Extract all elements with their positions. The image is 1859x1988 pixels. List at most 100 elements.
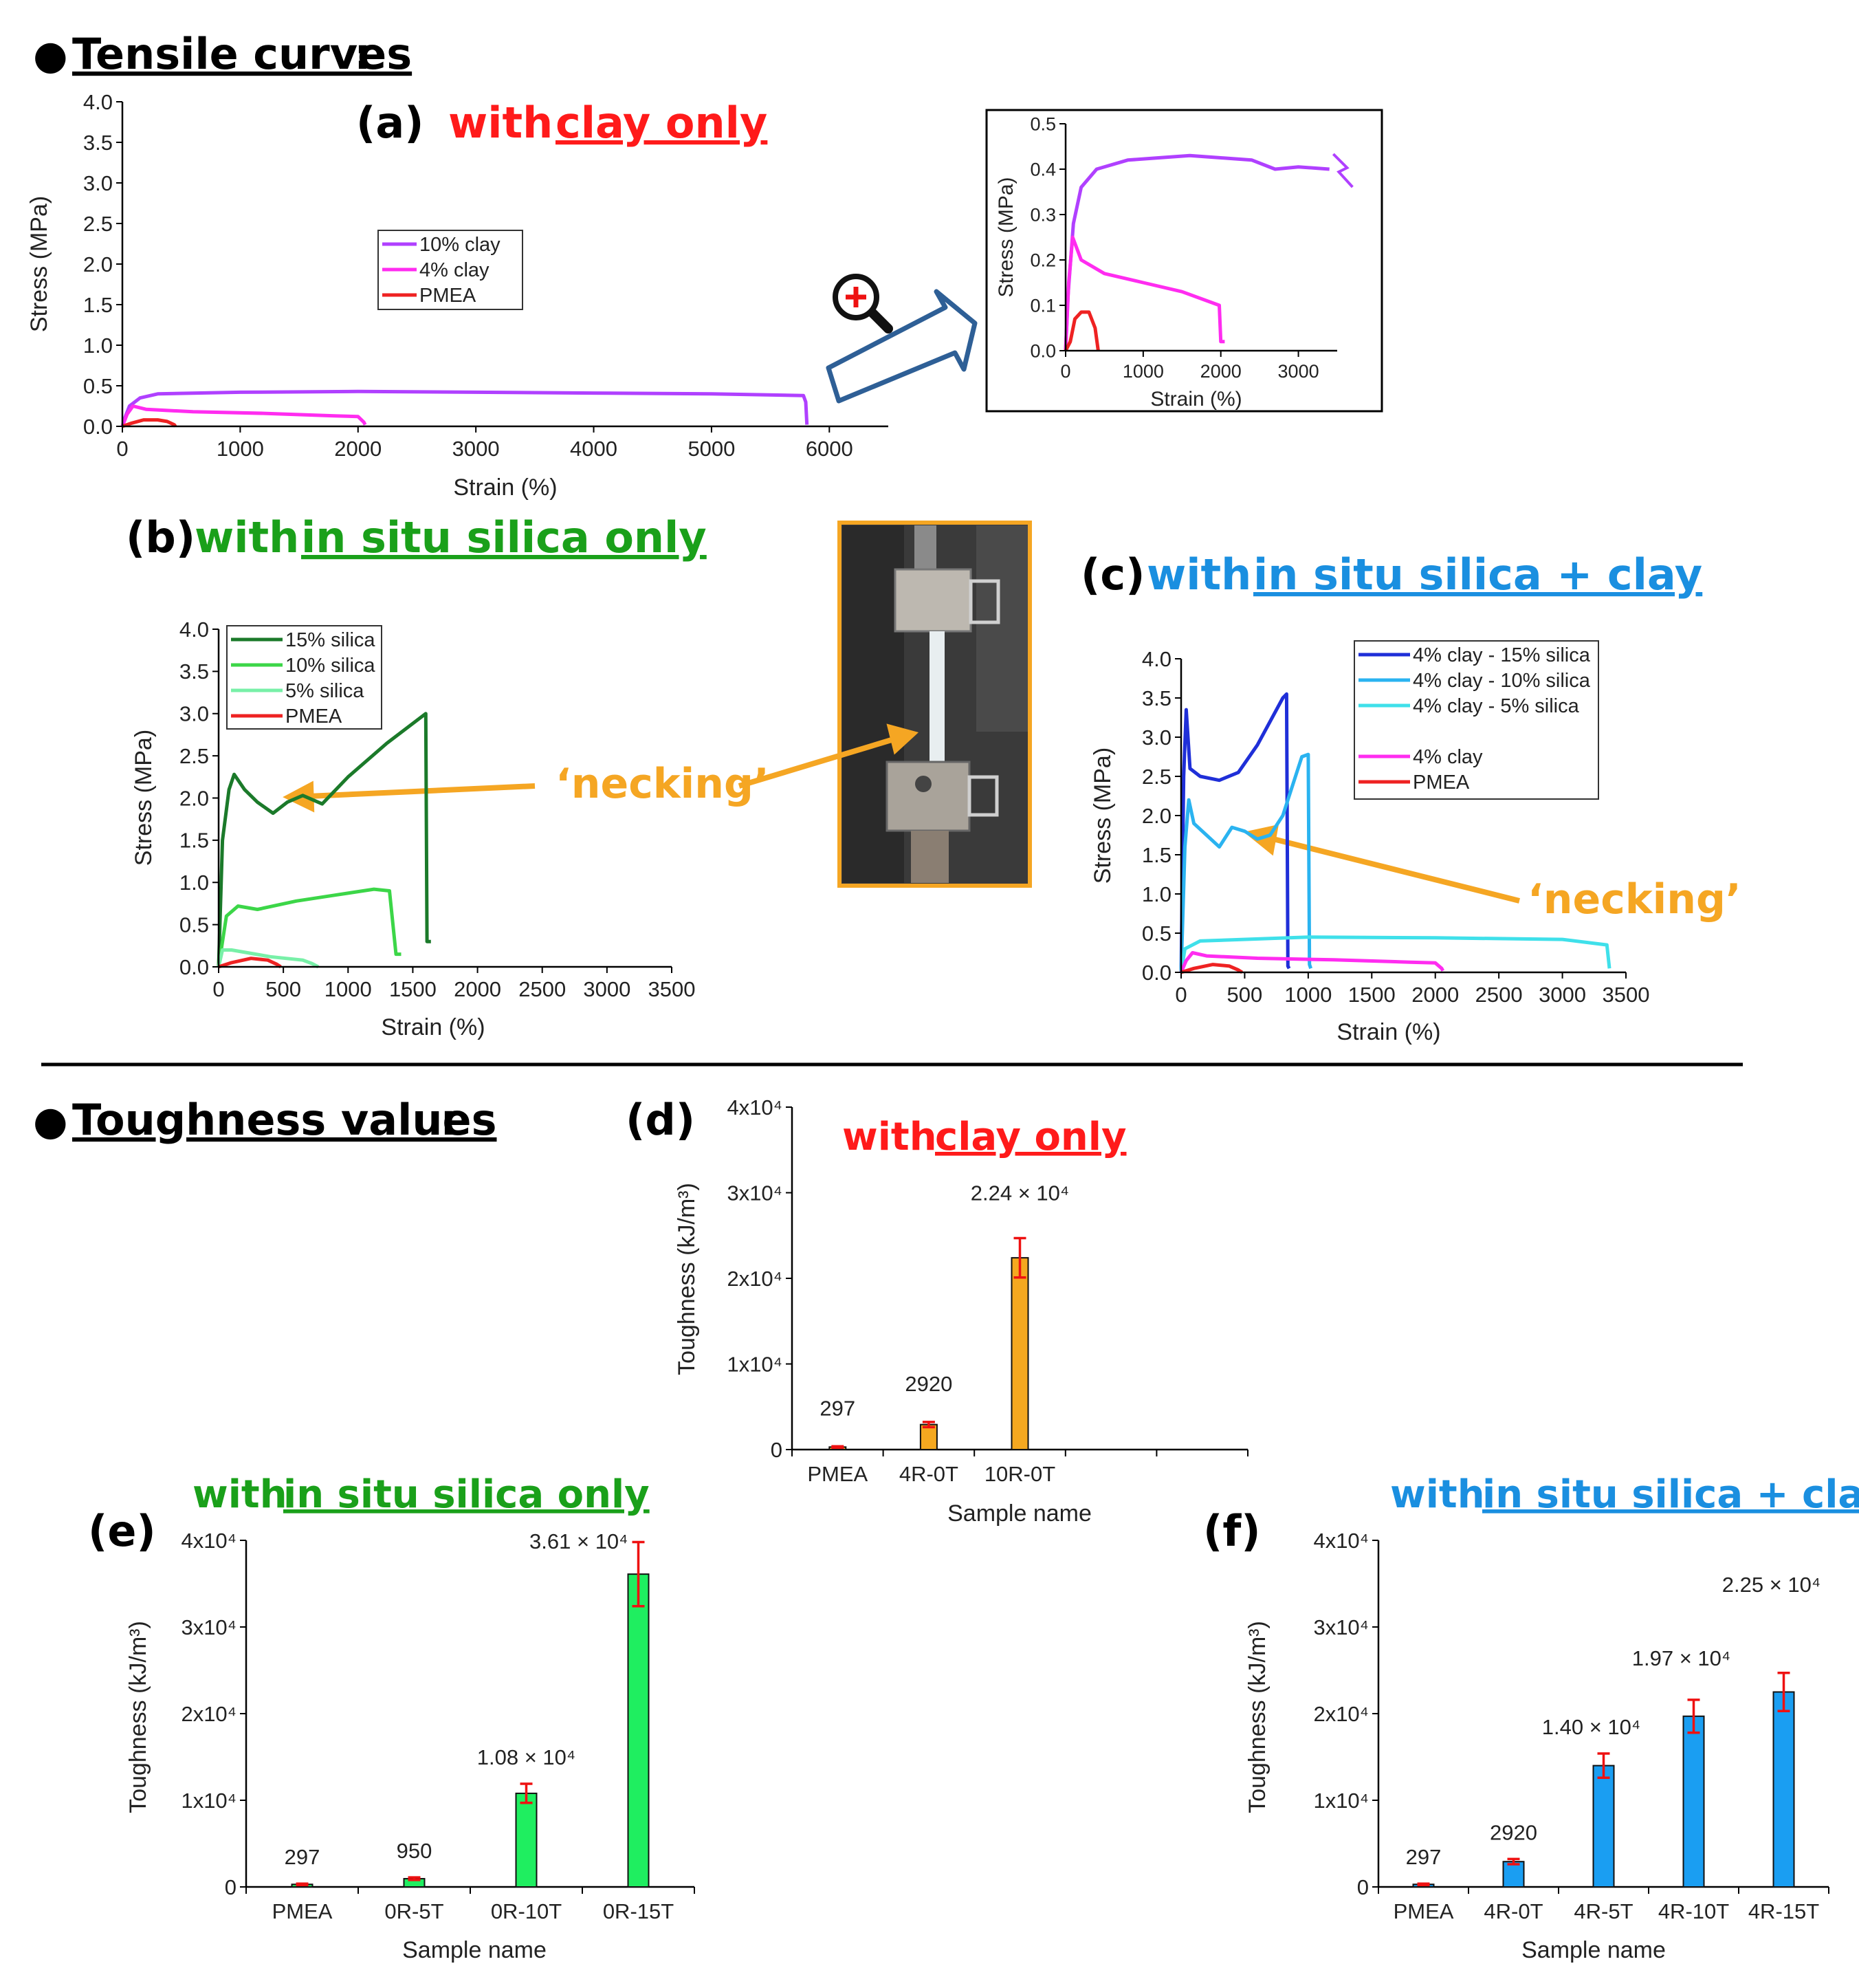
category-label: 4R-0T [1484, 1899, 1543, 1923]
x-tick-label: 1000 [1123, 361, 1164, 382]
legend-label: PMEA [285, 706, 342, 728]
x-tick-label: 500 [1227, 983, 1263, 1007]
y-tick-label: 1.5 [83, 293, 113, 317]
x-tick-label: 0 [1175, 983, 1187, 1007]
y-axis-label: Toughness (kJ/m³) [1244, 1621, 1270, 1813]
series-line-4-clay-10-silica [1179, 752, 1312, 973]
category-label: 0R-5T [384, 1899, 443, 1923]
chart-a-tensile-clay: 0.0 0.5 1.0 1.5 2.0 2.5 3.0 3.5 4.0 0 1000 2000 3000… [26, 90, 888, 501]
y-tick-label: 2x10⁴ [1313, 1702, 1369, 1726]
chart-e-toughness-silica: 0 1x10⁴ 2x10⁴ 3x10⁴ 4x10⁴ PMEA 297 0R-5T 950 0R-1… [125, 1529, 695, 1963]
x-tick-label: 0 [116, 437, 128, 461]
y-tick-label: 3.5 [179, 659, 209, 684]
x-tick-label: 0 [1060, 361, 1070, 382]
legend-label: PMEA [1413, 772, 1470, 794]
legend-label: 4% clay [419, 259, 490, 281]
panel-c-title: in situ silica + clay [1253, 549, 1702, 600]
x-tick-label: 1500 [389, 977, 437, 1001]
y-tick-label: 0.4 [1030, 159, 1056, 179]
data-label: 2.24 × 10⁴ [971, 1181, 1069, 1205]
legend-label: 4% clay [1413, 746, 1483, 768]
legend-label: 15% silica [285, 629, 375, 651]
series-line-pmea [218, 957, 282, 969]
chart-f-toughness-silica-clay: 0 1x10⁴ 2x10⁴ 3x10⁴ 4x10⁴ PMEA 297 4R-0T 2920 4R-… [1244, 1529, 1829, 1963]
x-tick-label: 3000 [452, 437, 500, 461]
y-tick-label: 0.0 [83, 415, 113, 439]
legend-label: 5% silica [285, 680, 364, 702]
x-tick-label: 0 [212, 977, 224, 1001]
x-tick-label: 5000 [688, 437, 735, 461]
y-tick-label: 1.0 [179, 871, 209, 895]
panel-c-label: (c) [1081, 549, 1145, 600]
y-axis-label: Toughness (kJ/m³) [674, 1183, 700, 1375]
data-label: 2920 [905, 1372, 952, 1396]
y-tick-label: 1.5 [1142, 843, 1172, 867]
x-tick-label: 1000 [1284, 983, 1332, 1007]
data-label: 2920 [1490, 1820, 1537, 1844]
y-tick-label: 4x10⁴ [1313, 1529, 1369, 1553]
inset-frame [985, 109, 1383, 413]
panel-c-with: with [1147, 549, 1251, 600]
tensile-test-photo [837, 521, 1032, 888]
data-label: 1.08 × 10⁴ [477, 1745, 575, 1769]
series-line-4-clay-15-silica [1179, 692, 1291, 973]
header-tensile-colon: : [354, 29, 371, 79]
necking-arrow-c [1273, 836, 1520, 904]
panel-e-with: with [192, 1472, 287, 1517]
y-tick-label: 3.5 [1142, 686, 1172, 710]
data-label: 297 [1406, 1845, 1442, 1869]
y-tick-label: 0.3 [1030, 204, 1056, 225]
bar-0r-10t [515, 1792, 538, 1888]
y-tick-label: 3x10⁴ [1313, 1615, 1369, 1639]
y-tick-label: 3x10⁴ [181, 1615, 236, 1639]
bullet-tensile: ● [33, 32, 68, 78]
y-tick-label: 2.0 [179, 786, 209, 810]
y-tick-label: 1x10⁴ [181, 1789, 236, 1813]
category-label: 4R-10T [1658, 1899, 1729, 1923]
panel-a-label: (a) [356, 98, 424, 148]
x-tick-label: 3000 [583, 977, 630, 1001]
x-tick-label: 1000 [217, 437, 264, 461]
y-tick-label: 0.0 [1030, 340, 1056, 361]
legend-label: 10% clay [419, 234, 500, 256]
y-tick-label: 0 [225, 1875, 236, 1899]
category-label: PMEA [272, 1899, 333, 1923]
bar-4r-0t [1502, 1861, 1525, 1888]
panel-e-title: in situ silica only [283, 1472, 650, 1517]
legend-label: 4% clay - 5% silica [1413, 695, 1580, 717]
necking-arrowhead-b2 [886, 723, 919, 755]
y-tick-label: 4.0 [1142, 647, 1172, 671]
y-tick-label: 2.5 [1142, 765, 1172, 789]
panel-b-title: in situ silica only [301, 512, 707, 562]
y-tick-label: 2.5 [83, 212, 113, 236]
y-axis-label: Stress (MPa) [26, 196, 52, 332]
y-tick-label: 0.5 [1030, 113, 1056, 134]
y-tick-label: 0.0 [179, 955, 209, 979]
necking-arrowhead-c [1243, 824, 1279, 856]
series-line-4-clay-5-silica [1179, 935, 1612, 973]
data-label: 950 [397, 1839, 432, 1863]
category-label: 0R-15T [603, 1899, 674, 1923]
x-axis-label: Sample name [947, 1500, 1092, 1527]
series-line-10-silica [217, 887, 402, 968]
y-axis-label: Stress (MPa) [131, 730, 157, 866]
y-tick-label: 0.2 [1030, 250, 1056, 270]
y-tick-label: 3.0 [83, 171, 113, 195]
category-label: 0R-10T [491, 1899, 562, 1923]
y-tick-label: 0.0 [1142, 961, 1172, 985]
bar-10r-0t [1011, 1257, 1029, 1450]
legend-label: 4% clay - 15% silica [1413, 644, 1591, 666]
bar-4r-15t [1772, 1691, 1795, 1888]
series-line-4-clay [1179, 951, 1445, 973]
bar-4r-10t [1682, 1715, 1705, 1888]
x-tick-label: 2500 [518, 977, 566, 1001]
y-tick-label: 1.0 [1142, 882, 1172, 906]
y-axis-label: Stress (MPa) [1090, 747, 1116, 884]
series-line-10-clay [1064, 153, 1330, 351]
y-tick-label: 2.0 [83, 252, 113, 276]
y-axis-label: Stress (MPa) [995, 177, 1018, 297]
x-axis-label: Strain (%) [1150, 388, 1242, 411]
legend-label: 4% clay - 10% silica [1413, 670, 1591, 692]
necking-label-b: ‘necking’ [556, 760, 769, 808]
